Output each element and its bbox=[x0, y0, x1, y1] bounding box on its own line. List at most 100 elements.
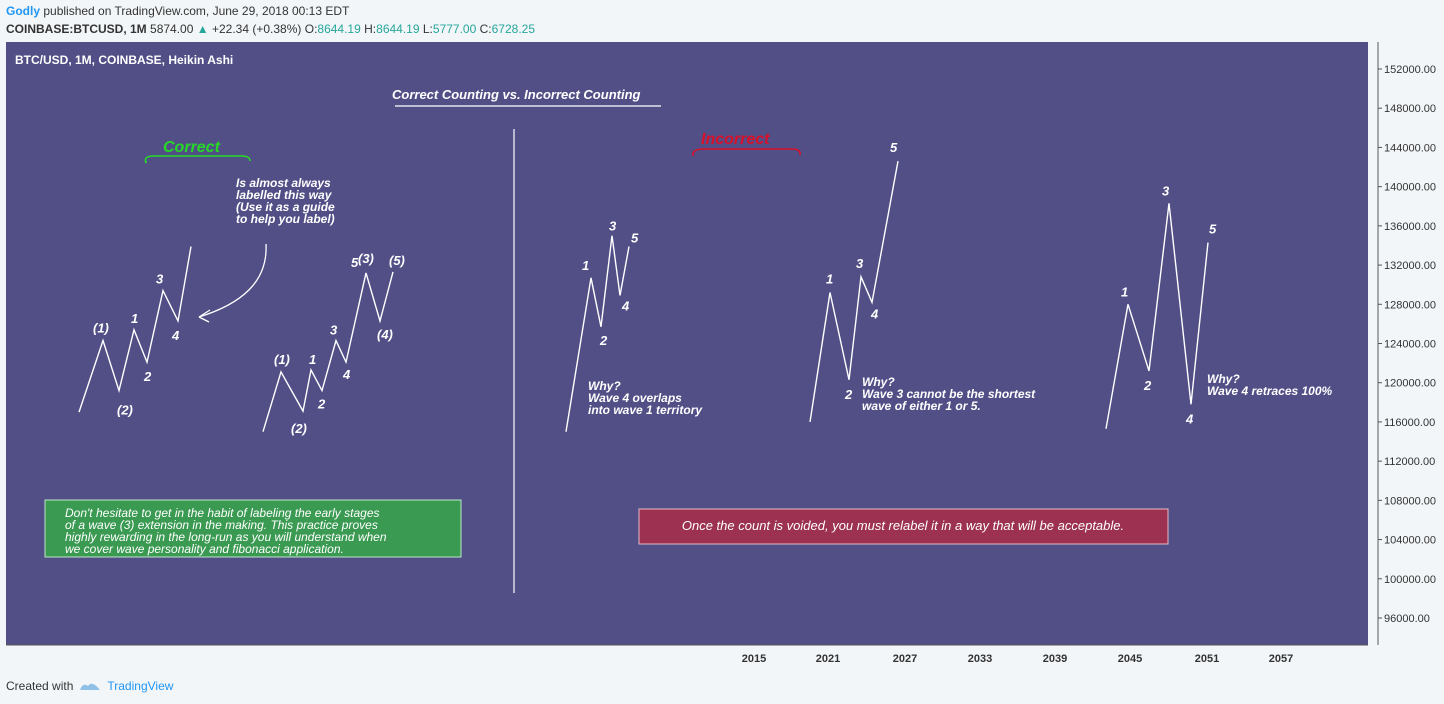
wave-label: 5 bbox=[631, 230, 639, 245]
close-label: C: bbox=[479, 22, 492, 36]
wave-label: 1 bbox=[1121, 284, 1128, 299]
wave-label: 1 bbox=[582, 258, 589, 273]
price-tick-label: 104000.00 bbox=[1384, 535, 1436, 547]
price-tick-label: 152000.00 bbox=[1384, 64, 1436, 76]
high-label: H: bbox=[364, 22, 377, 36]
wave-label: (2) bbox=[291, 421, 307, 436]
price-axis: 152000.00 148000.00 144000.00 140000.00 1360… bbox=[1378, 64, 1436, 625]
chart-title: BTC/USD, 1M, COINBASE, Heikin Ashi bbox=[15, 53, 233, 67]
time-tick-label: 2021 bbox=[816, 653, 840, 665]
green-note-line-1: Don't hesitate to get in the habit of la… bbox=[65, 506, 380, 520]
why2-line-3: wave of either 1 or 5. bbox=[862, 399, 981, 413]
high-value: 8644.19 bbox=[376, 22, 420, 36]
arrow-head-icon bbox=[198, 309, 211, 323]
time-tick-label: 2057 bbox=[1269, 653, 1293, 665]
wave-label: 3 bbox=[1162, 183, 1170, 198]
why2-line-2: Wave 3 cannot be the shortest bbox=[862, 387, 1036, 401]
time-axis-background[interactable] bbox=[6, 645, 1368, 668]
publish-info: Godly published on TradingView.com, June… bbox=[6, 4, 349, 18]
low-value: 5777.00 bbox=[432, 22, 477, 36]
why1-line-1: Why? bbox=[588, 379, 621, 393]
wave-label: (3) bbox=[358, 251, 374, 266]
publish-text: published on TradingView.com, June 29, 2… bbox=[40, 4, 350, 18]
price-tick-label: 128000.00 bbox=[1384, 299, 1436, 311]
close-value: 6728.25 bbox=[491, 22, 536, 36]
wave-label: (1) bbox=[274, 352, 290, 367]
why1-line-2: Wave 4 overlaps bbox=[588, 391, 682, 405]
green-note-box bbox=[44, 499, 462, 558]
price-change: +22.34 (+0.38%) bbox=[211, 22, 302, 36]
symbol-info: COINBASE:BTCUSD, 1M 5874.00 ▲ +22.34 (+0… bbox=[6, 22, 535, 36]
time-tick-label: 2027 bbox=[893, 653, 917, 665]
wave-label: 3 bbox=[156, 272, 164, 287]
correct-bracket bbox=[144, 155, 251, 164]
wave-line bbox=[565, 235, 630, 432]
wave-label: 5 bbox=[1209, 222, 1217, 237]
wave-label: (1) bbox=[93, 321, 109, 336]
price-tick-label: 132000.00 bbox=[1384, 260, 1436, 272]
wave-label: 1 bbox=[309, 352, 316, 367]
headline: Correct Counting vs. Incorrect Counting bbox=[392, 87, 641, 102]
green-note-line-4: we cover wave personality and fibonacci … bbox=[65, 542, 344, 556]
wave-label: (2) bbox=[117, 403, 133, 418]
time-axis: 2015 2021 2027 2033 2039 2045 2051 2057 bbox=[742, 653, 1293, 665]
wave-label: 1 bbox=[131, 311, 138, 326]
note-line-3: (Use it as a guide bbox=[236, 200, 335, 214]
wave-label: (4) bbox=[377, 327, 393, 342]
wave-label: 2 bbox=[844, 387, 853, 402]
time-tick-label: 2051 bbox=[1195, 653, 1219, 665]
price-tick-label: 148000.00 bbox=[1384, 103, 1436, 115]
wave-line bbox=[262, 271, 394, 432]
chart-svg[interactable]: 152000.00 148000.00 144000.00 140000.00 1360… bbox=[6, 42, 1440, 668]
why3-line-2: Wave 4 retraces 100% bbox=[1207, 384, 1333, 398]
wave-label: 2 bbox=[143, 369, 152, 384]
note-line-2: labelled this way bbox=[236, 188, 333, 202]
correct-label: Correct bbox=[163, 139, 221, 156]
price-tick-label: 140000.00 bbox=[1384, 182, 1436, 194]
wave-label: 4 bbox=[342, 367, 351, 382]
low-label: L: bbox=[422, 22, 433, 36]
green-note-line-3: highly rewarding in the long-run as you … bbox=[65, 530, 387, 544]
wave-label: 5 bbox=[351, 255, 359, 270]
time-tick-label: 2045 bbox=[1118, 653, 1142, 665]
up-arrow-icon: ▲ bbox=[196, 22, 209, 36]
time-tick-label: 2015 bbox=[742, 653, 766, 665]
price-tick-label: 112000.00 bbox=[1384, 456, 1435, 468]
wave-label: 4 bbox=[621, 298, 630, 313]
wave-label: 1 bbox=[826, 272, 833, 287]
wave-label: 4 bbox=[870, 306, 879, 321]
time-tick-label: 2039 bbox=[1043, 653, 1067, 665]
tradingview-logo-icon bbox=[80, 683, 101, 690]
price-axis-background[interactable] bbox=[1368, 42, 1440, 668]
wave-label: 3 bbox=[330, 323, 338, 338]
created-with-text: Created with bbox=[6, 679, 74, 693]
wave-label: 2 bbox=[317, 397, 326, 412]
note-line-4: to help you label) bbox=[236, 212, 335, 226]
time-tick-label: 2033 bbox=[968, 653, 992, 665]
author-link[interactable]: Godly bbox=[6, 4, 41, 18]
wave-line bbox=[1105, 203, 1209, 429]
why1-line-3: into wave 1 territory bbox=[588, 403, 703, 417]
price-tick-label: 136000.00 bbox=[1384, 221, 1436, 233]
tradingview-link[interactable]: TradingView bbox=[107, 679, 174, 693]
wave-line bbox=[809, 161, 899, 423]
why2-line-1: Why? bbox=[862, 375, 895, 389]
open-label: O: bbox=[304, 22, 318, 36]
wave-label: 3 bbox=[609, 219, 617, 234]
wave-label: 2 bbox=[599, 333, 608, 348]
wave-line bbox=[78, 246, 192, 413]
red-note-box bbox=[638, 508, 1169, 545]
price-tick-label: 144000.00 bbox=[1384, 142, 1436, 154]
wave-label: 4 bbox=[171, 328, 180, 343]
note-line-1: Is almost always bbox=[236, 176, 331, 190]
red-note-text: Once the count is voided, you must relab… bbox=[682, 518, 1124, 533]
chart-panel[interactable]: 152000.00 148000.00 144000.00 140000.00 1360… bbox=[6, 42, 1440, 668]
green-note-line-2: of a wave (3) extension in the making. T… bbox=[65, 518, 378, 532]
wave-label: 5 bbox=[890, 140, 898, 155]
open-value: 8644.19 bbox=[317, 22, 361, 36]
incorrect-label: Incorrect bbox=[701, 131, 770, 148]
wave-label: 2 bbox=[1143, 378, 1152, 393]
incorrect-bracket bbox=[692, 148, 801, 157]
last-price: 5874.00 bbox=[150, 22, 194, 36]
